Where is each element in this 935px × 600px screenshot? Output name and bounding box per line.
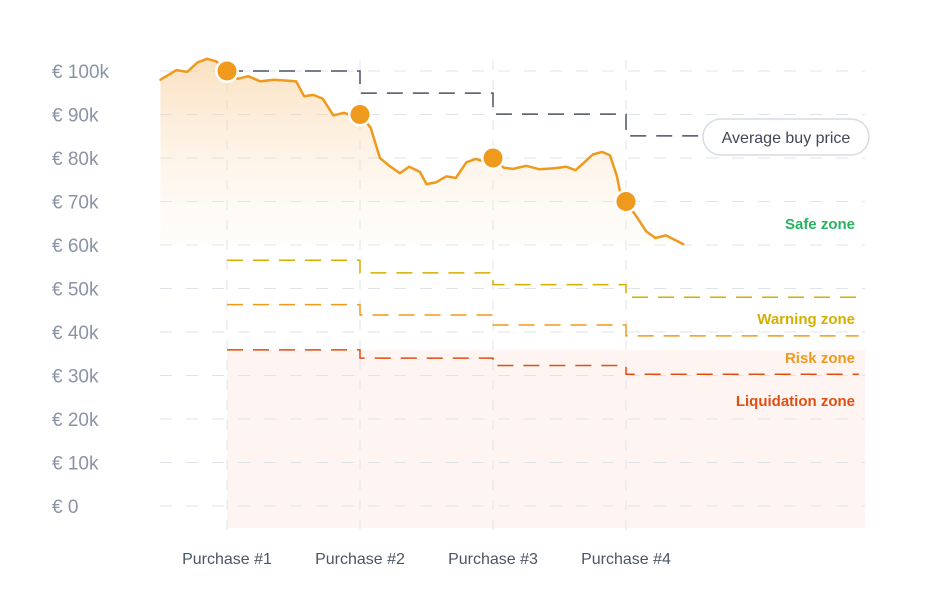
safe-zone-label: Safe zone <box>785 216 855 233</box>
y-tick-label: € 90k <box>52 106 99 127</box>
x-tick-label: Purchase #4 <box>581 551 671 568</box>
y-tick-label: € 70k <box>52 193 99 214</box>
liquidation-zone-line <box>227 349 859 375</box>
price-line <box>159 57 685 246</box>
y-tick-label: € 20k <box>52 410 99 431</box>
avg-buy-price-line <box>227 70 700 137</box>
avg-buy-price-callout-box <box>702 118 870 156</box>
liquidation-zone-area <box>227 349 865 528</box>
y-tick-label: € 50k <box>52 280 99 301</box>
x-tick-label: Purchase #3 <box>448 551 538 568</box>
risk-zone-line <box>227 303 859 337</box>
purchase-marker <box>217 61 237 81</box>
y-tick-label: € 30k <box>52 367 99 388</box>
y-tick-label: € 10k <box>52 454 99 475</box>
liquidation-zone-label: Liquidation zone <box>736 393 855 410</box>
purchase-marker <box>350 105 370 124</box>
y-tick-label: € 0 <box>52 497 78 518</box>
y-tick-label: € 80k <box>52 149 99 170</box>
x-tick-label: Purchase #2 <box>315 551 405 568</box>
avg-buy-price-callout: Average buy price <box>702 118 870 156</box>
avg-buy-price-label: Average buy price <box>722 130 851 147</box>
risk-zone-label: Risk zone <box>785 350 855 367</box>
y-tick-label: € 100k <box>52 62 110 83</box>
y-tick-label: € 60k <box>52 236 99 257</box>
purchase-marker <box>616 192 636 211</box>
price-area <box>160 58 684 245</box>
warning-zone-line <box>227 259 859 298</box>
y-tick-label: € 40k <box>52 323 99 344</box>
warning-zone-label: Warning zone <box>757 311 855 328</box>
purchase-marker <box>483 148 503 168</box>
x-tick-label: Purchase #1 <box>182 551 272 568</box>
